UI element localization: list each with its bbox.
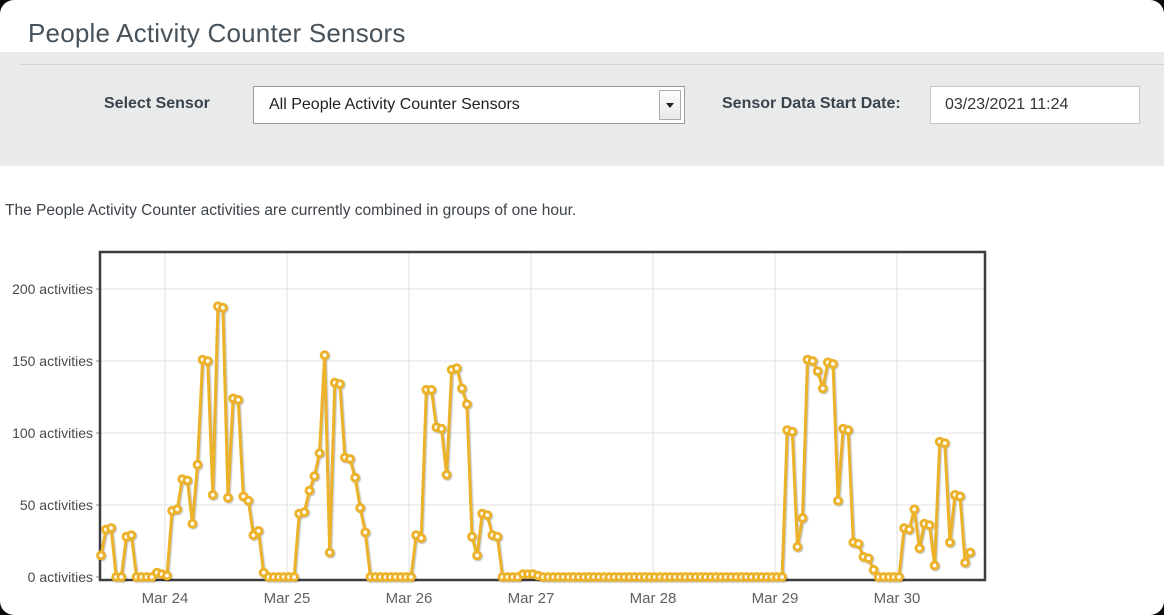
data-point-marker [96,550,106,561]
data-point-marker [965,547,976,558]
data-point-marker [451,363,462,374]
x-tick-label: Mar 30 [874,590,921,607]
data-point-marker [792,541,803,552]
data-point-marker [299,507,310,518]
data-point-marker [162,570,172,581]
data-point-marker [929,560,940,571]
data-point-marker [436,423,447,434]
data-point-marker [233,395,244,405]
data-point-marker [426,384,437,395]
data-point-marker [319,350,330,361]
data-point-marker [843,425,854,436]
x-tick-label: Mar 25 [264,590,311,607]
data-point-marker [243,495,254,506]
dropdown-arrow-button[interactable] [659,90,681,120]
plot-area [100,252,985,580]
activity-line-chart: Mar 24 Mar 25 Mar 26 Mar 27 Mar 28 Mar 29 Mar … [12,250,987,607]
data-point-marker [223,492,233,503]
data-point-marker [192,459,203,470]
data-point-marker [777,572,787,582]
toolbar-divider [20,64,1164,65]
data-point-marker [304,485,315,496]
data-point-marker [116,572,127,582]
data-point-marker [914,543,925,554]
chart-description: The People Activity Counter activities a… [5,202,577,219]
page-title: People Activity Counter Sensors [28,18,406,48]
data-point-marker [187,518,198,529]
data-point-marker [207,490,218,500]
data-point-marker [457,383,467,394]
data-point-marker [482,510,493,521]
data-point-marker [126,530,137,541]
data-point-marker [960,557,970,568]
data-point-marker [853,539,864,549]
data-point-marker [309,471,320,482]
start-date-input[interactable] [930,86,1140,124]
data-point-marker [345,454,355,464]
data-point-marker [894,572,904,582]
data-point-marker [202,356,213,366]
data-point-marker [416,533,427,544]
data-point-marker [868,564,879,575]
data-point-marker [172,504,183,515]
data-point-marker [360,527,371,538]
data-point-marker [314,448,325,459]
data-point-marker [324,547,335,558]
data-point-marker [863,553,874,564]
y-tick-label: 200 activities [12,281,93,297]
data-point-marker [924,520,935,531]
activity-series [96,301,976,582]
x-tick-label: Mar 26 [386,590,433,607]
data-point-marker [955,491,965,502]
data-point-marker [462,399,472,410]
x-tick-label: Mar 28 [630,590,677,607]
sensor-select-value: All People Activity Counter Sensors [269,96,520,113]
select-sensor-label: Select Sensor [104,95,210,112]
data-point-marker [817,383,828,394]
y-tick-label: 150 activities [12,353,93,369]
data-point-marker [218,302,228,313]
data-point-marker [828,359,838,369]
start-date-label: Sensor Data Start Date: [722,95,901,112]
data-point-marker [492,531,503,542]
data-point-marker [406,572,416,582]
data-point-marker [106,523,116,533]
data-point-marker [441,469,452,480]
y-tick-label: 100 activities [12,425,93,441]
data-point-marker [787,426,798,437]
chevron-down-icon [666,102,674,108]
data-point-marker [472,550,483,561]
y-tick-label: 50 activities [20,497,93,513]
y-tick-label: 0 activities [28,569,93,585]
data-point-marker [182,475,193,486]
x-tick-label: Mar 29 [752,590,799,607]
data-point-marker [812,366,823,377]
data-point-marker [904,524,915,535]
data-point-marker [945,537,955,548]
data-point-marker [355,503,366,513]
data-point-marker [807,356,818,366]
data-point-marker [253,526,264,536]
sensor-select[interactable]: All People Activity Counter Sensors [253,86,685,124]
data-point-marker [467,531,477,542]
data-point-marker [939,438,950,449]
sensor-toolbar: Select Sensor All People Activity Counte… [0,52,1164,166]
data-point-marker [909,504,920,515]
x-tick-label: Mar 24 [142,590,189,607]
data-point-marker [350,472,361,483]
data-point-marker [833,495,843,506]
data-point-marker [335,379,345,389]
data-point-marker [289,572,300,582]
x-tick-label: Mar 27 [508,590,555,607]
data-point-marker [797,513,808,523]
